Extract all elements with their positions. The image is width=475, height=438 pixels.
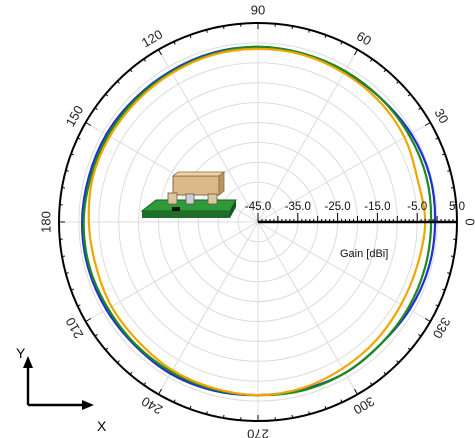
angle-tick (407, 347, 411, 351)
angle-tick (222, 414, 225, 419)
pcb-device-illustration (140, 171, 237, 218)
angle-tick (291, 414, 294, 419)
angle-tick (65, 272, 69, 274)
series-line-2 (82, 45, 433, 397)
angle-tick (77, 304, 81, 307)
radial-tick-label: -5.0 (407, 201, 427, 213)
angle-tick (189, 34, 192, 38)
angle-tick (340, 399, 343, 403)
angle-tick (158, 49, 162, 56)
angle-label: 240 (139, 394, 165, 418)
angle-tick (206, 411, 208, 415)
angle-tick (424, 318, 431, 322)
angle-tick (173, 41, 176, 45)
angle-tick (308, 411, 310, 415)
angle-tick (370, 382, 373, 386)
radial-tick-label: -15.0 (364, 201, 390, 213)
radial-tick-label: -35.0 (285, 201, 311, 213)
radial-tick-label: -45.0 (245, 201, 271, 213)
angle-label: 300 (351, 394, 377, 418)
grid-spoke (85, 221, 259, 322)
angle-tick (94, 107, 98, 110)
angle-tick (77, 137, 81, 140)
angle-tick (396, 80, 400, 84)
angle-tick (442, 153, 446, 156)
angle-tick (418, 334, 422, 337)
angle-label: 330 (430, 315, 454, 341)
angle-tick (291, 25, 294, 30)
angle-tick (173, 399, 176, 403)
angle-tick (206, 29, 208, 33)
angle-tick (85, 122, 92, 126)
angle-tick (143, 58, 146, 62)
angle-tick (424, 122, 431, 126)
angle-tick (442, 288, 446, 291)
coordinate-axes-indicator: Y X (16, 345, 107, 434)
angle-label: 150 (62, 103, 86, 129)
angle-label: 60 (354, 28, 374, 48)
grid-spoke (158, 221, 259, 395)
grid-spoke (257, 122, 431, 223)
angle-label: 30 (431, 106, 451, 126)
angle-tick (65, 170, 69, 172)
angle-tick (308, 29, 310, 33)
angle-tick (61, 186, 66, 189)
angle-tick (447, 272, 451, 274)
angle-tick (222, 25, 225, 30)
angle-tick (383, 69, 387, 73)
angle-tick (94, 334, 98, 337)
angle-tick (383, 371, 387, 375)
angle-tick (396, 360, 400, 364)
series-layer (80, 45, 437, 397)
angle-label: 0 (463, 218, 475, 225)
angle-tick (189, 406, 192, 410)
radial-tick-label: -25.0 (324, 201, 350, 213)
angle-tick (340, 41, 343, 45)
angle-tick (158, 388, 162, 395)
angle-tick (70, 288, 74, 291)
angle-tick (105, 93, 109, 97)
angle-tick (116, 80, 120, 84)
angle-label: 270 (247, 427, 269, 438)
angle-tick (105, 347, 109, 351)
radial-axis-title: Gain [dBi] (340, 248, 388, 260)
angle-tick (450, 255, 455, 258)
y-axis-label: Y (16, 345, 26, 361)
radial-tick-label: 5.0 (449, 201, 465, 213)
angle-tick (85, 318, 92, 322)
angle-label: 90 (251, 3, 265, 18)
angle-label: 120 (139, 26, 165, 50)
angle-tick (370, 58, 373, 62)
angle-tick (143, 382, 146, 386)
angle-label: 180 (39, 211, 54, 233)
angle-tick (324, 406, 327, 410)
angle-tick (116, 360, 120, 364)
angle-tick (435, 304, 439, 307)
grid-spoke (257, 221, 431, 322)
angle-tick (447, 170, 451, 172)
angle-tick (70, 153, 74, 156)
angle-tick (129, 69, 133, 73)
angle-label: 210 (62, 315, 86, 341)
angle-tick (407, 93, 411, 97)
grid-spoke (257, 221, 358, 395)
grid-spoke (158, 49, 259, 223)
series-line-3 (87, 47, 427, 397)
angle-tick (324, 34, 327, 38)
angle-tick (418, 107, 422, 110)
x-axis-label: X (97, 418, 107, 434)
angle-tick (435, 137, 439, 140)
angle-tick (450, 186, 455, 189)
radial-axis: -45.0 -35.0 -25.0 -15.0 -5.0 5.0 (245, 201, 465, 224)
angle-tick (354, 49, 358, 56)
angle-tick (354, 388, 358, 395)
angle-tick (61, 255, 66, 258)
grid-spoke (257, 49, 358, 223)
angle-tick (129, 371, 133, 375)
